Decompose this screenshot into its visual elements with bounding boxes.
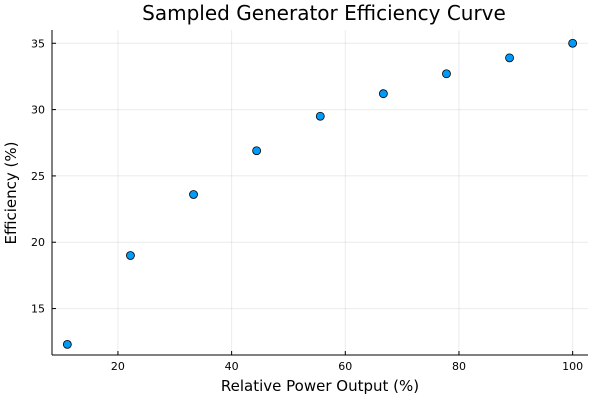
y-tick-label: 35 <box>31 37 45 50</box>
y-tick-label: 20 <box>31 236 45 249</box>
data-point <box>378 89 388 99</box>
data-point <box>189 190 198 199</box>
axes <box>51 30 588 356</box>
data-point <box>126 251 135 260</box>
x-tick-label: 20 <box>111 360 125 373</box>
data-points <box>62 38 578 349</box>
data-point <box>252 146 262 156</box>
x-tick-label: 80 <box>452 360 466 373</box>
data-point <box>442 69 451 79</box>
data-point <box>62 339 72 349</box>
y-axis-label: Efficiency (%) <box>2 142 20 245</box>
x-tick-label: 40 <box>225 360 239 373</box>
data-point <box>315 111 325 121</box>
y-tick-label: 15 <box>31 303 45 316</box>
y-tick-label: 30 <box>31 104 45 117</box>
data-point <box>505 53 514 63</box>
x-tick-label: 100 <box>562 360 583 373</box>
grid <box>52 30 588 355</box>
x-axis-label: Relative Power Output (%) <box>221 377 419 395</box>
chart-title: Sampled Generator Efficiency Curve <box>142 1 506 25</box>
data-point <box>568 38 578 48</box>
x-tick-label: 60 <box>338 360 352 373</box>
y-tick-label: 25 <box>31 170 45 183</box>
ticks: 20 40 60 80 100 15 20 25 30 35 <box>31 37 583 373</box>
